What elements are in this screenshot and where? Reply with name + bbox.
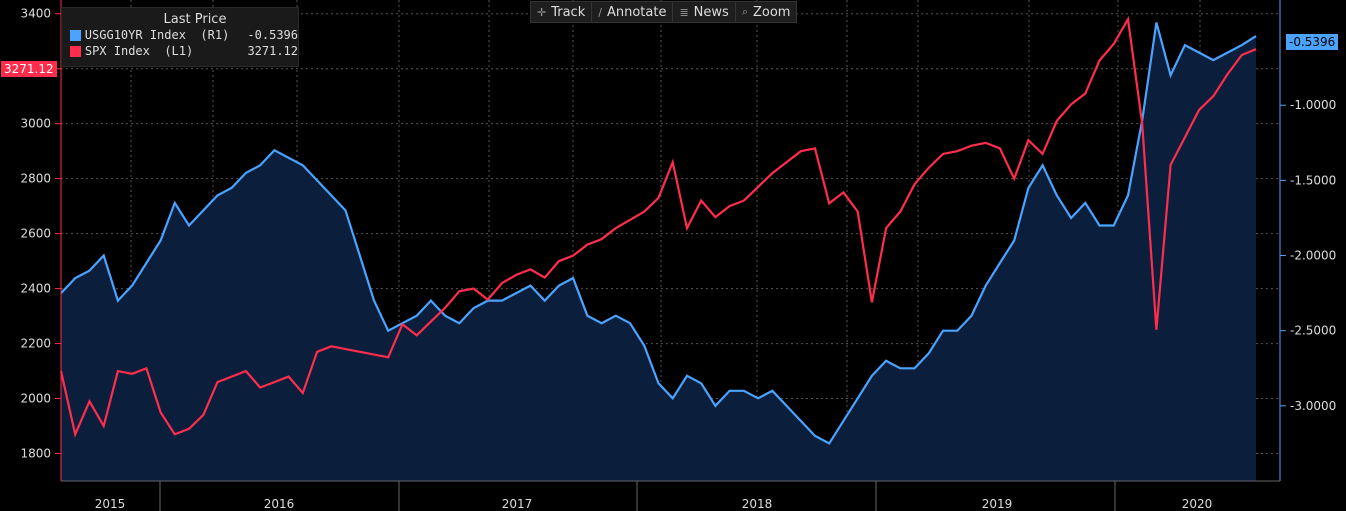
usgg-last-price-tag: -0.5396 [1286, 34, 1339, 50]
left-tick-label: 2800 [20, 172, 51, 186]
right-tick-label: -2.0000 [1290, 249, 1336, 263]
spx-last-price-tag: 3271.12 [1, 61, 57, 77]
left-tick-label: 2000 [20, 392, 51, 406]
usgg-swatch [70, 29, 81, 41]
spx-series-line [59, 15, 1257, 438]
x-axis-band [0, 481, 1346, 511]
x-tick-label: 2019 [982, 497, 1013, 511]
news-icon: ≣ [679, 5, 689, 19]
legend-title: Last Price [163, 12, 227, 27]
legend: Last Price USGG10YR Index (R1) -0.5396 S… [61, 7, 299, 67]
x-tick-label: 2015 [95, 497, 126, 511]
usgg-name: USGG10YR Index (R1) [84, 28, 230, 42]
zoom-label: Zoom [752, 4, 791, 20]
spx-name: SPX Index (L1) [84, 44, 194, 58]
magnifier-icon: ⌕ [741, 5, 748, 18]
crosshair-icon: ✛ [537, 5, 547, 19]
right-tick-label: -1.0000 [1290, 98, 1336, 112]
left-tick-label: 2400 [20, 282, 51, 296]
annotate-button[interactable]: ∕ Annotate [592, 2, 674, 22]
track-label: Track [551, 4, 586, 20]
x-tick-label: 2017 [502, 497, 533, 511]
x-tick-label: 2020 [1182, 497, 1213, 511]
track-button[interactable]: ✛ Track [531, 2, 593, 22]
usgg-value: -0.5396 [247, 28, 298, 42]
right-tick-label: -1.5000 [1290, 173, 1336, 187]
news-label: News [693, 4, 729, 20]
usgg-series-line [60, 22, 1257, 445]
usgg-area-fill [61, 22, 1256, 481]
left-tick-label: 2200 [20, 337, 51, 351]
spx-swatch [70, 45, 81, 57]
left-tick-label: 3400 [20, 7, 51, 21]
x-tick-label: 2016 [264, 497, 295, 511]
news-button[interactable]: ≣ News [673, 2, 736, 22]
right-tick-label: -3.0000 [1290, 399, 1336, 413]
legend-row-spx[interactable]: SPX Index (L1) 3271.12 [70, 43, 298, 59]
legend-row-usgg[interactable]: USGG10YR Index (R1) -0.5396 [70, 27, 298, 43]
zoom-button[interactable]: ⌕ Zoom [736, 2, 797, 22]
left-tick-label: 2600 [20, 227, 51, 241]
left-tick-label: 3000 [20, 117, 51, 131]
chart-toolbar: ✛ Track ∕ Annotate ≣ News ⌕ Zoom [530, 1, 798, 23]
pencil-icon: ∕ [598, 5, 602, 19]
left-tick-label: 1800 [20, 447, 51, 461]
right-tick-label: -2.5000 [1290, 324, 1336, 338]
annotate-label: Annotate [606, 4, 667, 20]
x-tick-label: 2018 [742, 497, 773, 511]
spx-value: 3271.12 [247, 44, 299, 58]
